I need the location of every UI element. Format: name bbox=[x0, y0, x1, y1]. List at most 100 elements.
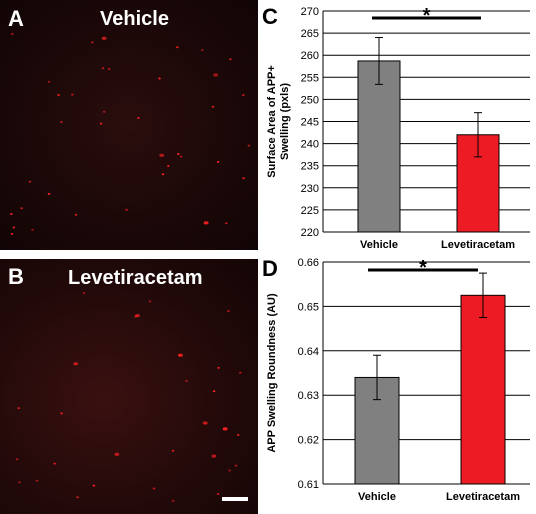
micrograph-vehicle: A Vehicle bbox=[0, 0, 258, 250]
significance-star: * bbox=[419, 257, 427, 279]
speck bbox=[211, 105, 215, 108]
x-category-label: Vehicle bbox=[360, 239, 398, 251]
speck bbox=[203, 221, 209, 225]
speck bbox=[17, 407, 21, 410]
micrograph-levetiracetam: B Levetiracetam bbox=[0, 259, 258, 514]
speck bbox=[60, 121, 63, 123]
y-tick-label: 250 bbox=[301, 94, 319, 106]
speck bbox=[60, 412, 63, 415]
x-category-label: Vehicle bbox=[358, 491, 396, 503]
speck bbox=[201, 49, 204, 52]
x-category-label: Levetiracetam bbox=[441, 239, 515, 251]
speck bbox=[247, 144, 251, 147]
speck bbox=[159, 153, 165, 157]
panel-title-vehicle: Vehicle bbox=[100, 8, 169, 30]
y-tick-label: 0.66 bbox=[298, 257, 319, 269]
speck bbox=[107, 68, 111, 71]
speck bbox=[137, 117, 140, 119]
speck bbox=[101, 36, 107, 41]
bar-vehicle bbox=[357, 60, 401, 233]
x-category-label: Levetiracetam bbox=[446, 491, 520, 503]
speck bbox=[167, 165, 170, 167]
speck bbox=[242, 94, 245, 97]
y-tick-label: 245 bbox=[301, 117, 319, 129]
speck bbox=[158, 77, 161, 80]
speck bbox=[47, 192, 51, 195]
speck bbox=[57, 94, 60, 96]
significance-star: * bbox=[423, 5, 431, 27]
speck bbox=[227, 310, 230, 313]
y-tick-label: 0.62 bbox=[298, 435, 319, 447]
y-tick-label: 0.61 bbox=[298, 479, 319, 491]
y-tick-label: 235 bbox=[301, 161, 319, 173]
y-tick-label: 265 bbox=[301, 28, 319, 40]
speck bbox=[222, 427, 228, 431]
speck bbox=[31, 228, 34, 231]
speck bbox=[228, 469, 231, 472]
scale-bar bbox=[222, 497, 248, 501]
speck bbox=[114, 452, 120, 456]
speck bbox=[178, 353, 183, 357]
y-tick-label: 240 bbox=[301, 139, 319, 151]
speck bbox=[202, 421, 208, 425]
speck bbox=[179, 155, 183, 158]
speck bbox=[217, 366, 220, 369]
speck bbox=[76, 496, 79, 499]
speck bbox=[242, 177, 245, 180]
speck bbox=[10, 232, 14, 235]
speck bbox=[216, 493, 220, 495]
speck bbox=[185, 379, 188, 382]
panel-label-d: D bbox=[262, 256, 278, 281]
y-tick-label: 0.63 bbox=[298, 390, 319, 402]
panel-label-b: B bbox=[8, 264, 24, 289]
speck bbox=[10, 213, 13, 215]
speck bbox=[239, 371, 242, 374]
panel-label-a: A bbox=[8, 6, 24, 31]
speck bbox=[15, 458, 19, 461]
app-swelling-specks bbox=[15, 292, 242, 502]
speck bbox=[234, 464, 238, 467]
speck bbox=[101, 67, 105, 70]
speck bbox=[10, 32, 14, 35]
speck bbox=[99, 122, 103, 125]
speck bbox=[125, 208, 128, 211]
y-tick-label: 220 bbox=[301, 227, 319, 239]
speck bbox=[82, 292, 86, 295]
panel-label-c: C bbox=[262, 4, 278, 29]
speck bbox=[47, 80, 51, 83]
speck bbox=[35, 479, 39, 482]
speck bbox=[91, 41, 94, 44]
speck bbox=[135, 314, 140, 318]
speck bbox=[73, 362, 79, 366]
speck bbox=[177, 153, 180, 155]
speck bbox=[211, 454, 217, 458]
y-tick-label: 225 bbox=[301, 205, 319, 217]
y-tick-label: 255 bbox=[301, 72, 319, 84]
speck bbox=[28, 180, 32, 183]
speck bbox=[152, 487, 156, 490]
speck bbox=[74, 213, 78, 216]
speck bbox=[213, 73, 219, 77]
y-tick-label: 270 bbox=[301, 6, 319, 18]
speck bbox=[92, 484, 96, 487]
speck bbox=[12, 226, 16, 229]
y-tick-label: 260 bbox=[301, 50, 319, 62]
speck bbox=[148, 300, 152, 303]
y-axis-label: APP Swelling Roundness (AU) bbox=[266, 293, 278, 453]
speck bbox=[225, 222, 228, 225]
speck bbox=[20, 207, 23, 210]
speck bbox=[171, 499, 175, 502]
speck bbox=[176, 46, 179, 49]
speck bbox=[71, 93, 74, 96]
y-tick-label: 0.65 bbox=[298, 301, 319, 313]
app-swelling-specks bbox=[10, 32, 251, 235]
speck bbox=[171, 449, 175, 452]
speck bbox=[161, 173, 165, 176]
y-axis-label: Surface Area of APP+Swelling (pxls) bbox=[266, 65, 291, 178]
panel-title-levetiracetam: Levetiracetam bbox=[68, 267, 203, 289]
y-tick-label: 230 bbox=[301, 183, 319, 195]
speck bbox=[236, 434, 240, 436]
speck bbox=[212, 390, 216, 393]
